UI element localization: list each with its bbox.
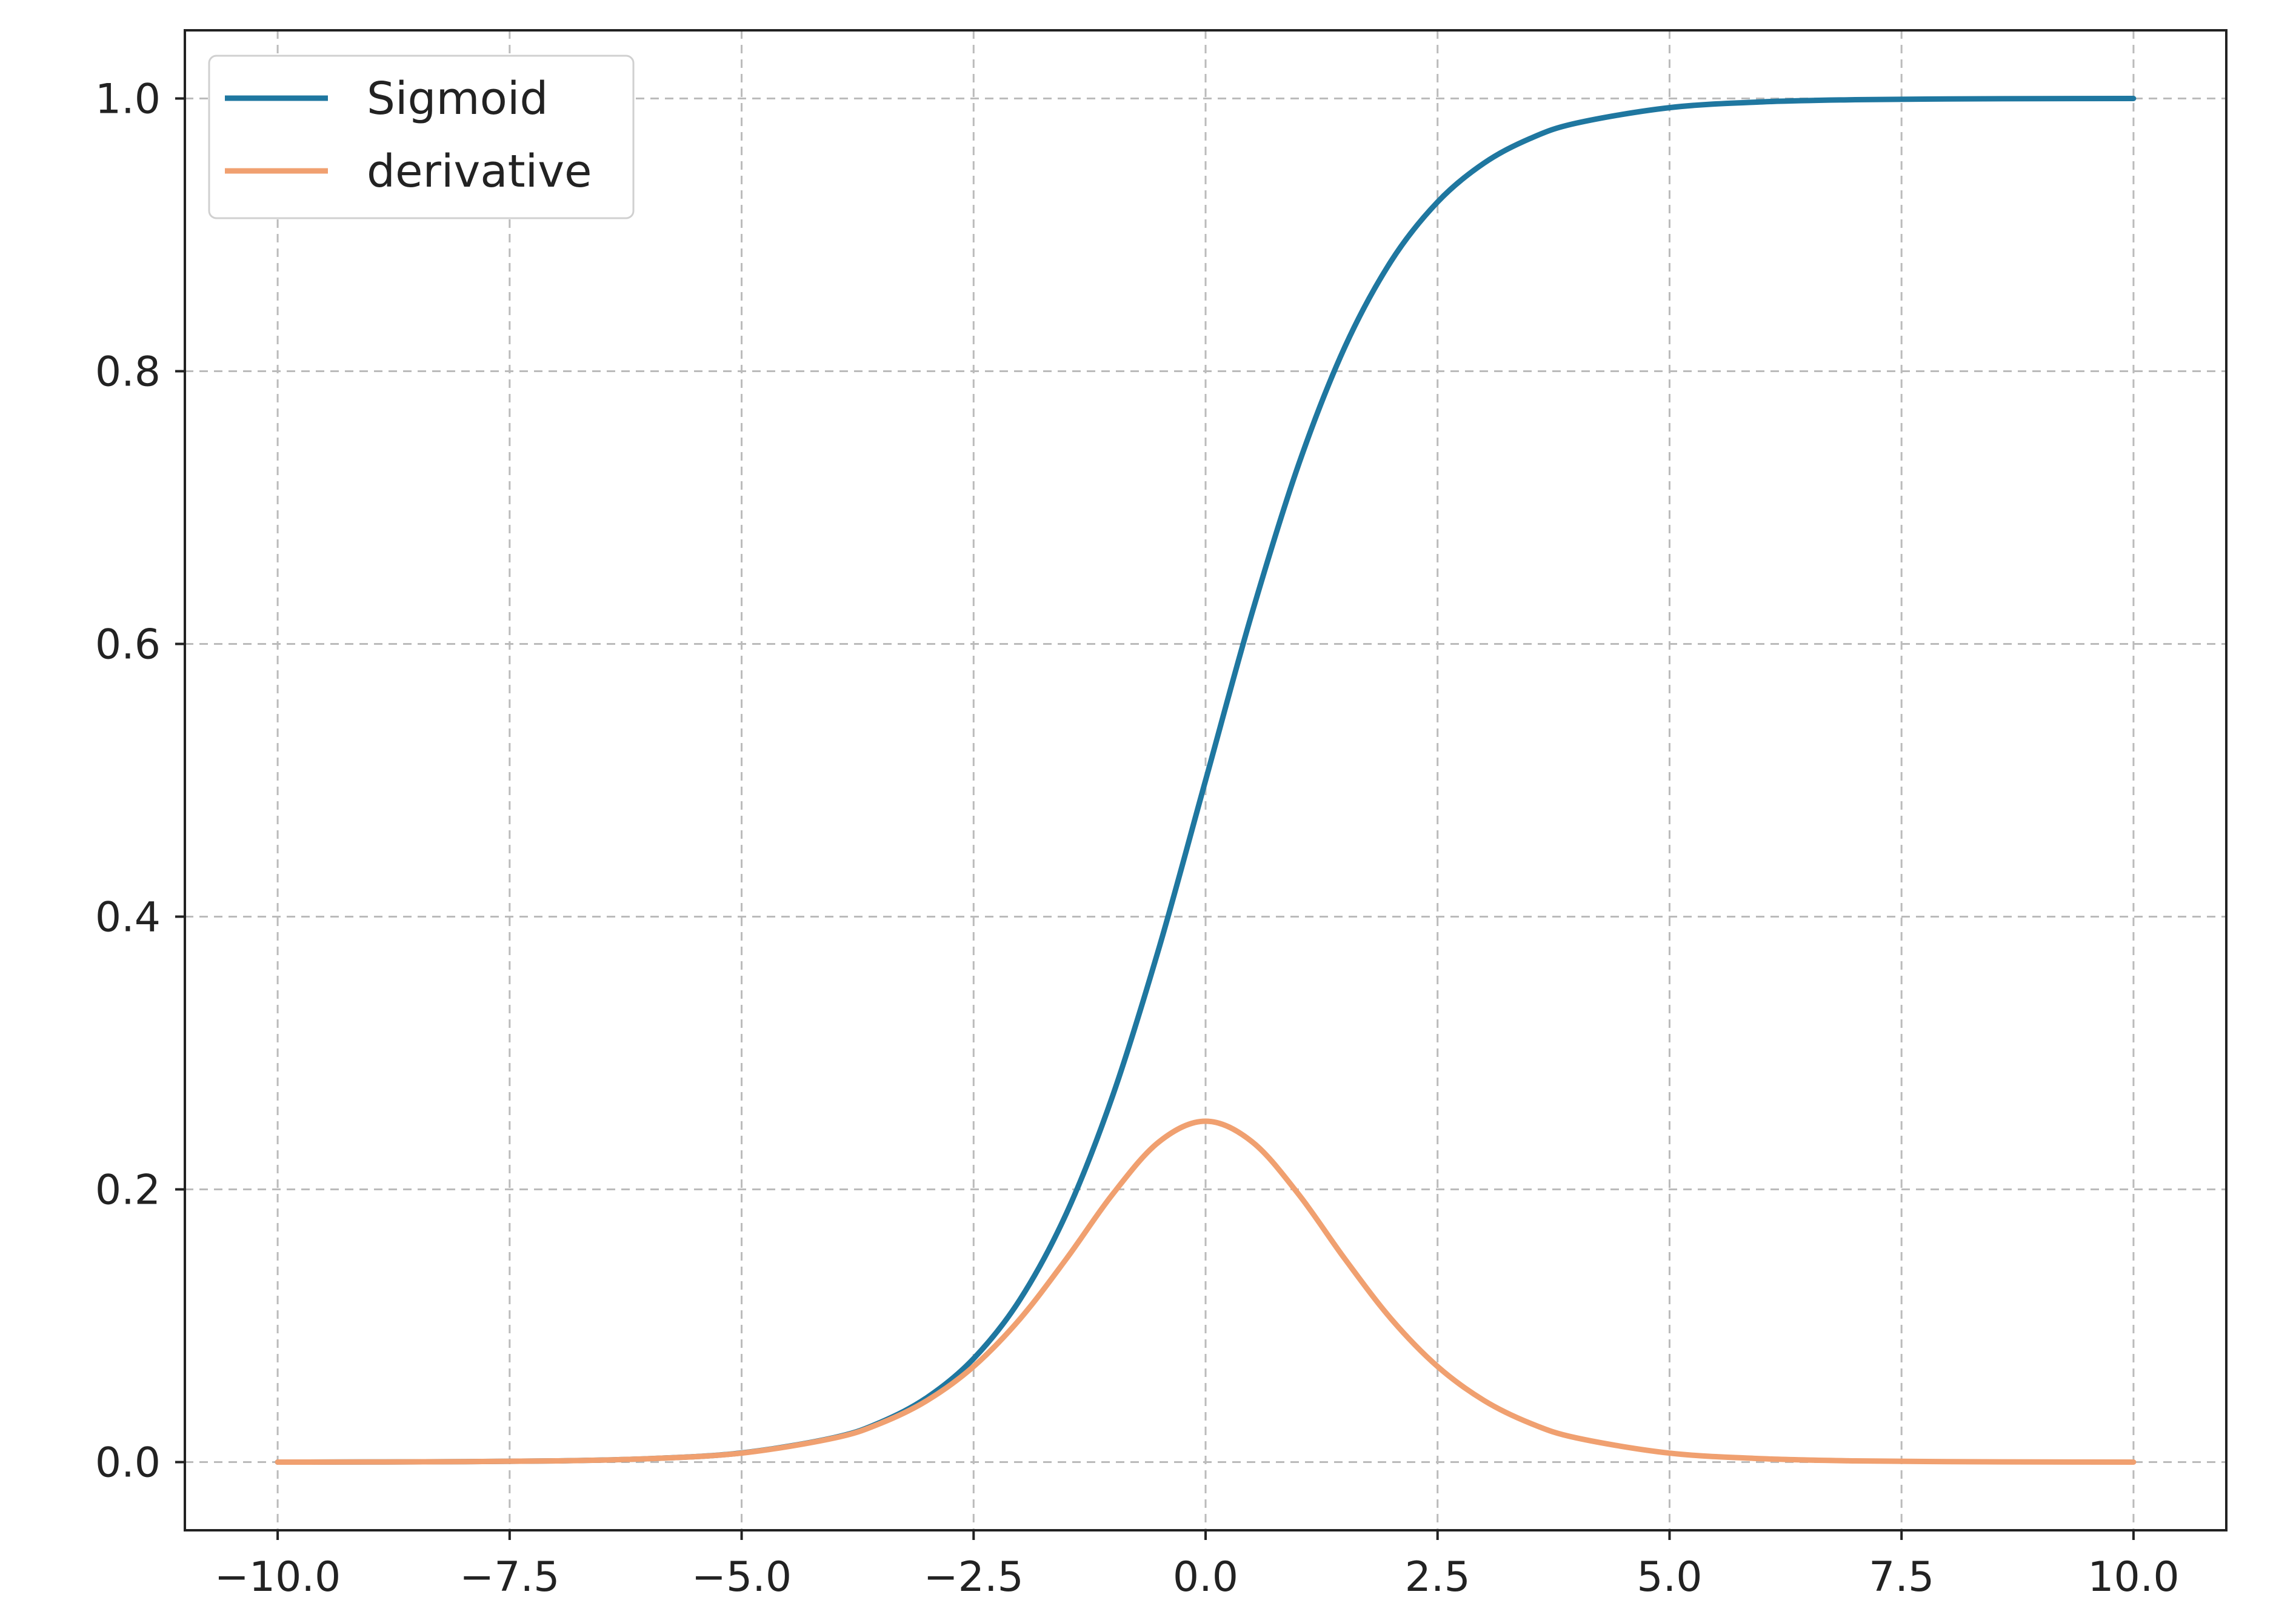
x-tick-label: 5.0 [1637,1553,1702,1601]
y-tick-label: 1.0 [95,76,161,124]
y-tick-label: 0.4 [95,894,161,942]
y-tick-label: 0.2 [95,1167,161,1215]
legend: Sigmoid derivative [208,55,635,219]
y-tick-label: 0.8 [95,348,161,396]
series-line-derivative [275,1118,2137,1465]
x-tick-label: 0.0 [1173,1553,1238,1601]
y-tick-label: 0.6 [95,621,161,669]
x-tick-label: −7.5 [459,1553,559,1601]
axis-ticks: −10.0 −7.5 −5.0 −2.5 0.0 2.5 5.0 7.5 10.0 0.0 0.2 0… [95,76,2180,1602]
x-tick-label: −5.0 [692,1553,792,1601]
x-tick-label: 7.5 [1869,1553,1934,1601]
x-tick-label: 10.0 [2087,1553,2179,1601]
x-tick-label: −2.5 [924,1553,1024,1601]
x-tick-label: 2.5 [1405,1553,1470,1601]
legend-label: derivative [367,145,592,198]
legend-label: Sigmoid [367,73,548,125]
series-lines [275,96,2137,1465]
y-tick-label: 0.0 [95,1439,161,1487]
x-tick-label: −10.0 [215,1553,341,1601]
